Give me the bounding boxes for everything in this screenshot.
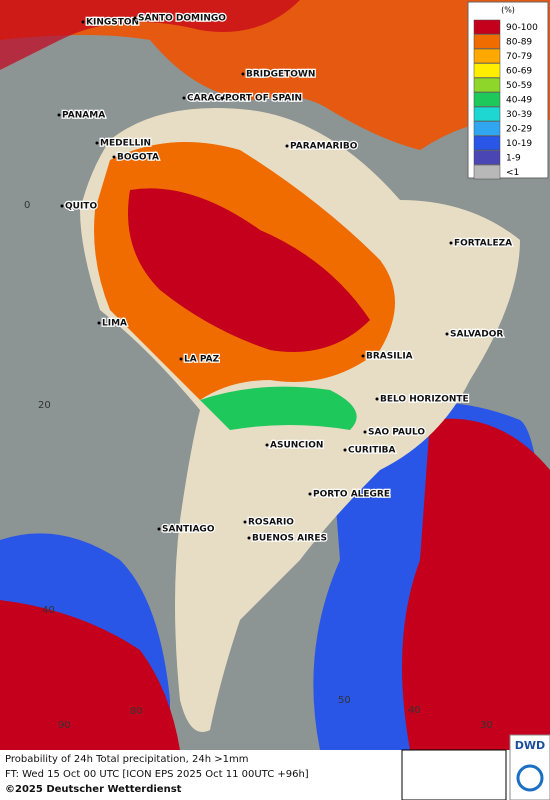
city-label: SAO PAULO bbox=[368, 428, 425, 438]
city-label: CURITIBA bbox=[348, 446, 396, 456]
city-label: ROSARIO bbox=[248, 518, 294, 528]
legend-swatch bbox=[473, 34, 501, 49]
legend-swatch bbox=[473, 150, 501, 165]
legend-label: 60-69 bbox=[506, 67, 532, 77]
city-dot bbox=[157, 527, 161, 531]
city-dot bbox=[265, 443, 269, 447]
city-dot bbox=[361, 354, 365, 358]
grid-label: 50 bbox=[338, 695, 351, 706]
city-dot bbox=[179, 357, 183, 361]
legend-swatch bbox=[473, 19, 501, 35]
city-label: PANAMA bbox=[62, 111, 105, 121]
legend-swatch bbox=[473, 164, 501, 180]
city-label: KINGSTON bbox=[86, 18, 139, 28]
city-label: LIMA bbox=[102, 319, 127, 329]
city-label: SANTO DOMINGO bbox=[138, 14, 226, 24]
city-label: ASUNCION bbox=[270, 441, 323, 451]
precip-north bbox=[0, 0, 550, 150]
legend-label: 90-100 bbox=[506, 23, 538, 33]
legend-label: 50-59 bbox=[506, 81, 532, 91]
precip-atlantic-core bbox=[402, 418, 550, 750]
grid-label: 80 bbox=[130, 706, 143, 717]
precip-amazon-core bbox=[128, 188, 370, 352]
footer-bg bbox=[0, 750, 550, 800]
legend-title: (%) bbox=[501, 6, 515, 15]
legend-swatch bbox=[473, 121, 501, 136]
city-dot bbox=[243, 520, 247, 524]
logo-text: DWD bbox=[515, 739, 545, 752]
legend-label: 10-19 bbox=[506, 139, 532, 149]
city-label: BRIDGETOWN bbox=[246, 70, 315, 80]
city-label: SALVADOR bbox=[450, 330, 503, 340]
grid-label: 20 bbox=[38, 400, 51, 411]
city-dot bbox=[133, 16, 137, 20]
city-label: PORTO ALEGRE bbox=[313, 490, 390, 500]
footer-copyright: ©2025 Deutscher Wetterdienst bbox=[5, 784, 182, 795]
city-label: MEDELLIN bbox=[100, 139, 151, 149]
city-dot bbox=[220, 96, 224, 100]
city-label: PARAMARIBO bbox=[290, 142, 358, 152]
city-dot bbox=[445, 332, 449, 336]
precip-band bbox=[200, 386, 357, 430]
legend-label: 20-29 bbox=[506, 125, 532, 135]
city-dot bbox=[363, 430, 367, 434]
legend-label: 70-79 bbox=[506, 52, 532, 62]
city-dot bbox=[57, 113, 61, 117]
city-dot bbox=[343, 448, 347, 452]
footer-title: Probability of 24h Total precipitation, … bbox=[5, 754, 248, 765]
legend-swatch bbox=[473, 77, 501, 93]
city-label: CARACAS bbox=[187, 94, 235, 104]
precip-south-pacific bbox=[0, 600, 180, 750]
city-label: SANTIAGO bbox=[162, 525, 215, 535]
legend-swatch bbox=[473, 106, 501, 122]
legend-swatch bbox=[473, 48, 501, 64]
city-label: QUITO bbox=[65, 202, 97, 212]
city-dot bbox=[112, 155, 116, 159]
footer-forecast: FT: Wed 15 Oct 00 UTC [ICON EPS 2025 Oct… bbox=[5, 769, 309, 780]
grid-label: 0 bbox=[24, 200, 30, 211]
city-dot bbox=[95, 141, 99, 145]
city-dot bbox=[81, 20, 85, 24]
city-dot bbox=[241, 72, 245, 76]
city-dot bbox=[375, 397, 379, 401]
city-dot bbox=[97, 321, 101, 325]
city-dot bbox=[285, 144, 289, 148]
grid-label: 90 bbox=[58, 720, 71, 731]
footer-box bbox=[401, 749, 507, 800]
legend-swatch bbox=[473, 92, 501, 107]
legend-label: 40-49 bbox=[506, 96, 532, 106]
legend-swatch bbox=[473, 63, 501, 78]
city-label: BELO HORIZONTE bbox=[380, 395, 469, 405]
legend-label: <1 bbox=[506, 168, 519, 178]
city-dot bbox=[60, 204, 64, 208]
city-dot bbox=[247, 536, 251, 540]
city-label: BUENOS AIRES bbox=[252, 534, 327, 544]
city-label: FORTALEZA bbox=[454, 239, 512, 249]
logo-swirl bbox=[516, 764, 544, 792]
city-label: BOGOTA bbox=[117, 153, 159, 163]
grid-label: 30 bbox=[480, 720, 493, 731]
city-dot bbox=[182, 96, 186, 100]
legend-label: 1-9 bbox=[506, 154, 521, 164]
grid-label: 40 bbox=[42, 605, 55, 616]
city-label: LA PAZ bbox=[184, 355, 220, 365]
legend-swatch bbox=[473, 135, 501, 151]
precip-carib bbox=[0, 0, 300, 70]
city-dot bbox=[449, 241, 453, 245]
city-dot bbox=[308, 492, 312, 496]
grid-label: 40 bbox=[408, 705, 421, 716]
city-label: PORT OF SPAIN bbox=[225, 94, 302, 104]
city-label: BRASILIA bbox=[366, 352, 413, 362]
legend-label: 80-89 bbox=[506, 38, 532, 48]
legend-label: 30-39 bbox=[506, 110, 532, 120]
